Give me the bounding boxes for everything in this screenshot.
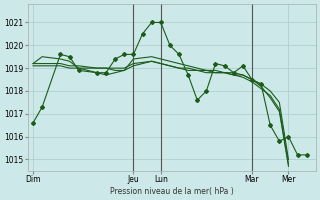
X-axis label: Pression niveau de la mer( hPa ): Pression niveau de la mer( hPa ) — [110, 187, 234, 196]
